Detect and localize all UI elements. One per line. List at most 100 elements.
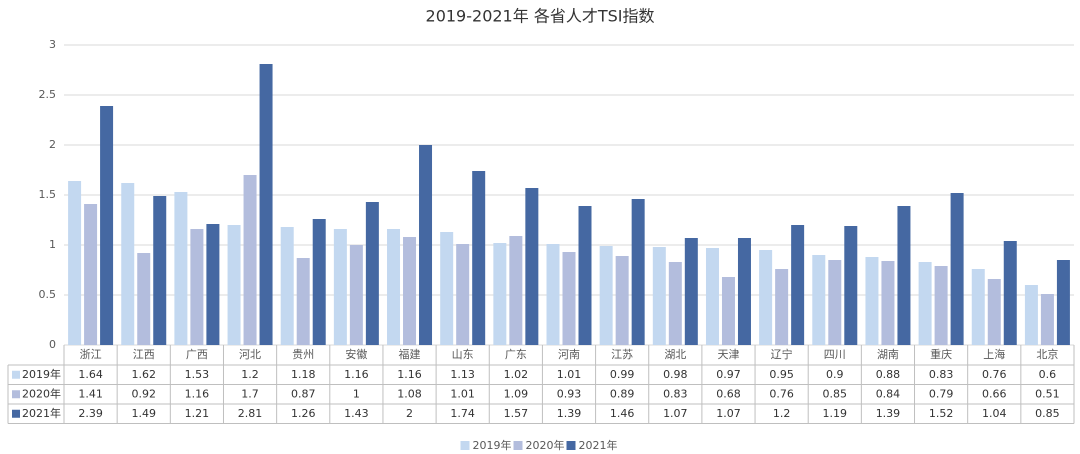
chart-title: 2019-2021年 各省人才TSI指数: [426, 7, 655, 26]
y-tick-label: 1.5: [39, 188, 57, 201]
table-row-label: 2019年: [22, 367, 61, 381]
bar: [791, 225, 805, 345]
table-value: 1.04: [982, 407, 1007, 420]
bar: [100, 106, 114, 345]
table-value: 1.43: [344, 407, 369, 420]
table-value: 1.01: [557, 368, 582, 381]
table-value: 0.97: [716, 368, 741, 381]
table-value: 0.84: [876, 387, 901, 400]
bar: [174, 192, 188, 345]
table-value: 2.39: [78, 407, 103, 420]
y-tick-label: 2: [49, 138, 56, 151]
bar: [881, 261, 895, 345]
y-tick-label: 1: [49, 238, 56, 251]
table-value: 1.16: [397, 368, 422, 381]
bar: [865, 257, 879, 345]
table-value: 0.76: [769, 387, 794, 400]
bar: [759, 250, 773, 345]
bar: [333, 229, 347, 345]
table-value: 1.49: [131, 407, 156, 420]
table-value: 1.08: [397, 387, 422, 400]
table-value: 0.85: [1035, 407, 1060, 420]
x-tick-label: 湖南: [877, 348, 899, 361]
bar: [227, 225, 241, 345]
bar: [525, 188, 539, 345]
table-value: 1.19: [823, 407, 848, 420]
table-value: 1.16: [344, 368, 369, 381]
table-value: 1.64: [78, 368, 103, 381]
bar: [721, 277, 735, 345]
bar: [387, 229, 401, 345]
table-value: 0.92: [131, 387, 156, 400]
x-tick-label: 广东: [505, 348, 527, 361]
bar: [950, 193, 964, 345]
table-value: 1.41: [78, 387, 103, 400]
bar: [934, 266, 948, 345]
bar: [456, 244, 470, 345]
table-value: 1.07: [716, 407, 741, 420]
table-value: 1.57: [504, 407, 529, 420]
bar: [971, 269, 985, 345]
bar: [349, 245, 363, 345]
x-tick-label: 湖北: [664, 348, 686, 361]
table-value: 1.16: [185, 387, 210, 400]
bar: [775, 269, 789, 345]
bar: [403, 237, 417, 345]
x-tick-label: 江苏: [611, 348, 633, 361]
bar: [578, 206, 592, 345]
bar: [684, 238, 698, 345]
table-value: 1.26: [291, 407, 316, 420]
x-tick-label: 浙江: [80, 348, 102, 361]
legend-swatch: [513, 441, 523, 450]
table-value: 1.39: [557, 407, 582, 420]
table-value: 1.46: [610, 407, 635, 420]
bar: [84, 204, 98, 345]
bar: [562, 252, 576, 345]
table-value: 1.62: [131, 368, 156, 381]
table-value: 1.18: [291, 368, 316, 381]
table-value: 0.9: [826, 368, 844, 381]
x-tick-label: 福建: [399, 347, 421, 361]
bar: [259, 64, 273, 345]
bar: [844, 226, 858, 345]
x-tick-label: 重庆: [930, 347, 952, 361]
x-tick-label: 贵州: [292, 348, 314, 361]
x-tick-label: 北京: [1036, 347, 1058, 361]
table-value: 1.7: [241, 387, 259, 400]
bar: [243, 175, 257, 345]
table-value: 1.01: [450, 387, 475, 400]
bar: [137, 253, 151, 345]
bar: [705, 248, 719, 345]
bar: [546, 244, 560, 345]
table-value: 1.2: [241, 368, 259, 381]
table-value: 1.2: [773, 407, 791, 420]
bar: [897, 206, 911, 345]
bar: [615, 256, 629, 345]
x-tick-label: 安徽: [345, 347, 367, 361]
table-value: 0.51: [1035, 387, 1060, 400]
bar: [440, 232, 454, 345]
bar: [1056, 260, 1070, 345]
table-row-label: 2020年: [22, 386, 61, 400]
bar: [631, 199, 645, 345]
x-tick-label: 四川: [824, 348, 846, 361]
bar: [121, 183, 135, 345]
table-value: 0.95: [769, 368, 794, 381]
y-tick-label: 0: [49, 338, 56, 351]
x-tick-label: 山东: [452, 348, 474, 361]
x-tick-label: 辽宁: [771, 347, 793, 361]
bar: [296, 258, 310, 345]
bar: [206, 224, 220, 345]
table-value: 0.98: [663, 368, 688, 381]
table-value: 0.76: [982, 368, 1007, 381]
bar: [68, 181, 82, 345]
bar: [737, 238, 751, 345]
bar: [652, 247, 666, 345]
table-value: 1.13: [450, 368, 475, 381]
bar: [312, 219, 326, 345]
table-legend-swatch: [12, 370, 20, 379]
table-value: 1.02: [504, 368, 529, 381]
table-value: 1.53: [185, 368, 210, 381]
bar: [365, 202, 379, 345]
